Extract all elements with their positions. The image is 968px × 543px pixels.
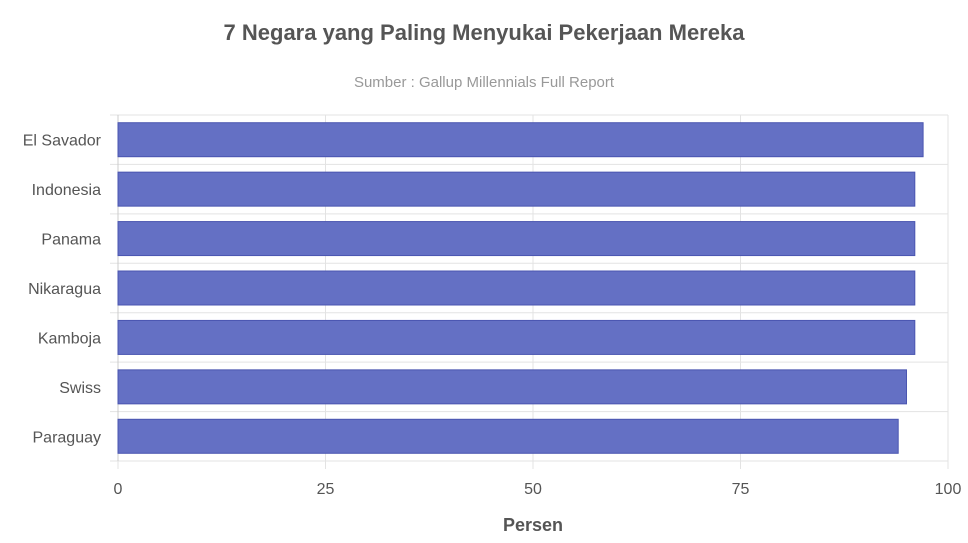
- bar-layer: [117, 122, 924, 454]
- category-label: Kamboja: [38, 330, 101, 347]
- bar: [117, 369, 907, 405]
- chart-title: 7 Negara yang Paling Menyukai Pekerjaan …: [224, 20, 746, 45]
- category-labels: El Savador Indonesia Panama Nikaragua Kamboj…: [23, 133, 102, 447]
- category-label: Indonesia: [32, 182, 101, 199]
- x-axis-label: Persen: [503, 515, 563, 535]
- category-label: Paraguay: [33, 429, 102, 446]
- category-label: El Savador: [23, 133, 102, 150]
- chart-subtitle: Sumber : Gallup Millennials Full Report: [354, 74, 615, 91]
- bar: [117, 171, 916, 207]
- category-label: Nikaragua: [28, 281, 101, 298]
- bar: [117, 319, 916, 355]
- x-tick-label: 25: [317, 481, 335, 498]
- category-label: Swiss: [59, 380, 101, 397]
- category-label: Panama: [41, 232, 101, 249]
- bar: [117, 418, 899, 454]
- x-tick-label: 50: [524, 481, 542, 498]
- bar: [117, 122, 924, 158]
- x-axis-ticks: 0 25 50 75 100: [114, 481, 962, 498]
- bar: [117, 221, 916, 257]
- x-tick-label: 0: [114, 481, 123, 498]
- bar: [117, 270, 916, 306]
- x-tick-label: 75: [732, 481, 750, 498]
- x-tick-label: 100: [935, 481, 962, 498]
